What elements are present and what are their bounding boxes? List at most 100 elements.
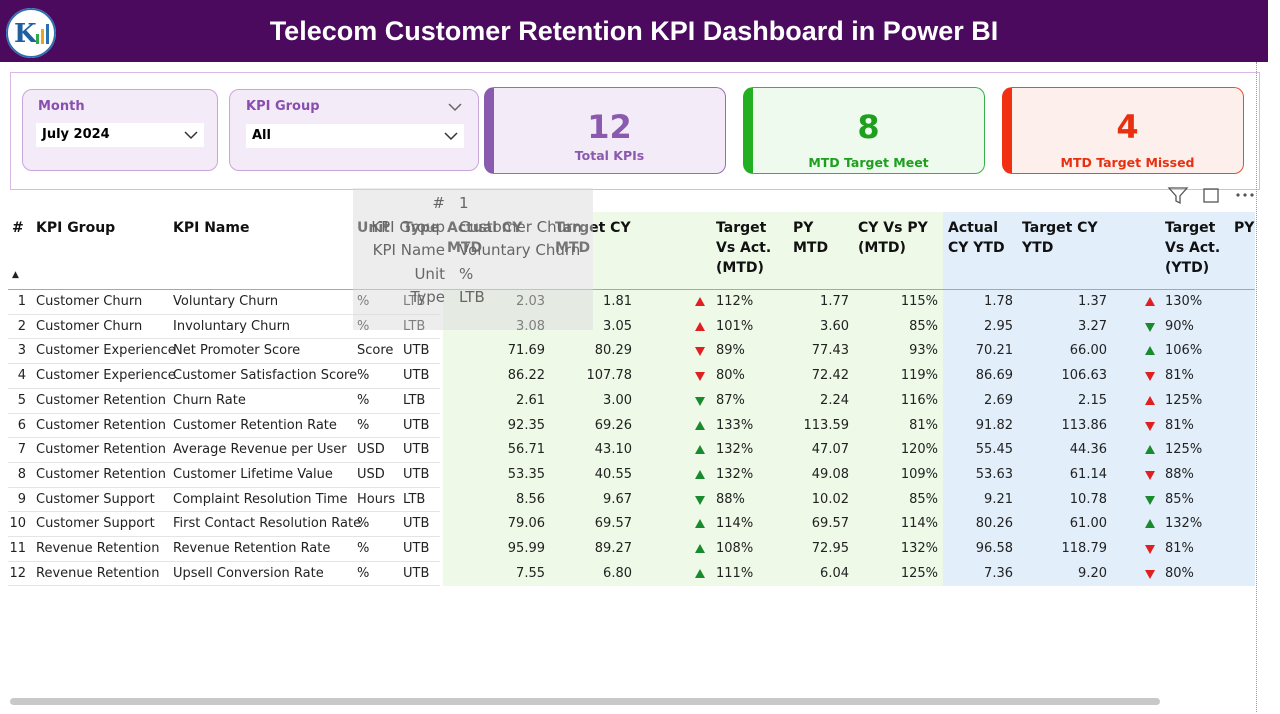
table-cell: Customer Experience xyxy=(36,343,176,359)
table-cell: 8 xyxy=(17,466,26,482)
table-cell: Customer Retention xyxy=(36,442,166,458)
slicer-label: Month xyxy=(38,99,85,114)
table-cell: 108% xyxy=(716,541,754,556)
table-cell: 61.00 xyxy=(1069,516,1107,532)
table-cell: Customer Churn xyxy=(36,294,143,309)
row-rule xyxy=(8,363,440,365)
table-cell: 125% xyxy=(1165,442,1203,458)
table-cell: 81% xyxy=(1165,368,1194,384)
table-cell: Customer Retention xyxy=(36,392,166,408)
table-cell: Customer Experience xyxy=(36,368,176,384)
table-cell: 92.35 xyxy=(507,417,545,433)
card-label: MTD Target Meet xyxy=(808,155,929,170)
table-cell: 114% xyxy=(716,516,754,532)
month-slicer: Month July 2024 xyxy=(22,89,218,171)
column-header: Target Vs Act. (MTD) xyxy=(716,220,772,276)
table-cell: Churn Rate xyxy=(173,392,246,408)
table-cell: 69.26 xyxy=(594,417,632,433)
table-cell: 120% xyxy=(900,442,938,458)
table-cell: Customer Support xyxy=(36,516,155,532)
trend-arrow xyxy=(1145,322,1155,332)
table-cell: 1 xyxy=(17,294,26,309)
table-cell: 81% xyxy=(1165,541,1194,556)
mtd-header-band xyxy=(593,212,943,290)
trend-arrow xyxy=(1145,519,1155,529)
table-cell: 1.37 xyxy=(1078,294,1107,309)
table-cell: 55.45 xyxy=(975,442,1013,458)
table-cell: 70.21 xyxy=(975,343,1013,359)
table-cell: Customer Retention Rate xyxy=(173,417,337,433)
table-cell: 66.00 xyxy=(1069,343,1107,359)
table-cell: 79.06 xyxy=(507,516,545,532)
trend-arrow xyxy=(1145,495,1155,505)
table-cell: 40.55 xyxy=(594,466,632,482)
table-cell: 9.20 xyxy=(1078,565,1107,581)
table-cell: 130% xyxy=(1165,294,1203,309)
table-cell: 69.57 xyxy=(594,516,632,532)
scrollbar[interactable] xyxy=(10,698,1160,705)
trend-arrow xyxy=(695,568,705,578)
table-cell: Customer Satisfaction Score xyxy=(173,368,358,384)
table-cell: UTB xyxy=(403,516,430,532)
table-cell: 10.02 xyxy=(811,491,849,507)
table-cell: 77.43 xyxy=(811,343,849,359)
table-cell: 132% xyxy=(1165,516,1203,532)
row-rule xyxy=(8,412,440,414)
table-cell: 101% xyxy=(716,318,754,334)
focus-icon[interactable] xyxy=(1203,188,1219,203)
table-cell: 53.63 xyxy=(975,466,1013,482)
column-header: KPI Group xyxy=(36,220,116,236)
chevron xyxy=(448,103,462,112)
table-cell: 56.71 xyxy=(507,442,545,458)
table-cell: 10 xyxy=(9,516,26,532)
table-cell: Customer Churn xyxy=(36,318,143,334)
table-cell: 118.79 xyxy=(1061,541,1108,556)
frame-edge xyxy=(1256,62,1257,712)
table-cell: 7.36 xyxy=(984,565,1013,581)
slicer-value: All xyxy=(252,128,271,143)
chevron xyxy=(184,131,198,140)
month-dropdown[interactable]: July 2024 xyxy=(36,123,204,147)
table-cell: 10.78 xyxy=(1069,491,1107,507)
table-cell: 61.14 xyxy=(1069,466,1107,482)
table-cell: Revenue Retention xyxy=(36,541,160,556)
table-cell: 2.24 xyxy=(820,392,849,408)
table-cell: UTB xyxy=(403,368,430,384)
table-cell: 81% xyxy=(909,417,938,433)
row-rule xyxy=(8,585,440,587)
ytd-band xyxy=(943,212,1255,587)
row-rule xyxy=(8,313,440,315)
filter-icon[interactable] xyxy=(1167,187,1189,205)
table-cell: Involuntary Churn xyxy=(173,318,290,334)
table-cell: 125% xyxy=(1165,392,1203,408)
table-cell: 90% xyxy=(1165,318,1194,334)
card-value: 12 xyxy=(587,108,632,146)
row-rule xyxy=(8,511,440,513)
trend-arrow xyxy=(1145,297,1155,306)
table-cell: USD xyxy=(357,466,385,482)
card-label: Total KPIs xyxy=(574,148,645,163)
table-cell: 3.27 xyxy=(1078,318,1107,334)
table-cell: 3.00 xyxy=(603,392,632,408)
tooltip-label: Type xyxy=(410,288,445,306)
kpi-card: 4 MTD Target Missed xyxy=(1002,87,1244,174)
table-cell: 111% xyxy=(716,565,754,581)
table-cell: Revenue Retention Rate xyxy=(173,541,331,556)
table-cell: Revenue Retention xyxy=(36,565,160,581)
table-cell: LTB xyxy=(403,392,426,408)
trend-arrow xyxy=(695,469,705,479)
sort-indicator: ▲ xyxy=(12,270,19,280)
table-cell: 81% xyxy=(1165,417,1194,433)
table-cell: Score xyxy=(357,343,394,359)
table-cell: UTB xyxy=(403,343,430,359)
table-cell: Customer Retention xyxy=(36,417,166,433)
table-cell: UTB xyxy=(403,442,430,458)
kpi-group-dropdown[interactable]: All xyxy=(246,124,464,148)
table-cell: 132% xyxy=(716,466,754,482)
table-cell: 5 xyxy=(17,392,26,408)
column-header: CY Vs PY (MTD) xyxy=(858,220,928,256)
table-cell: 88% xyxy=(1165,466,1194,482)
table-cell: 8.56 xyxy=(516,491,545,507)
table-cell: 87% xyxy=(716,392,745,408)
